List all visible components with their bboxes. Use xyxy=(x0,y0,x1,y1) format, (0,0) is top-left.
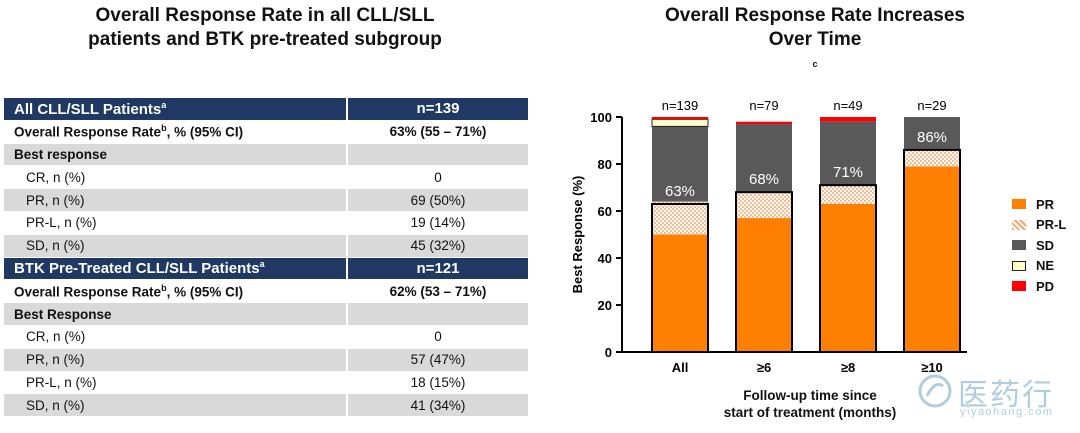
bar-segment-ne xyxy=(651,118,709,127)
legend-swatch xyxy=(1012,240,1026,251)
legend-item-prl: PR-L xyxy=(1012,215,1066,236)
bar-segment-sd xyxy=(904,117,960,150)
y-tick-label: 100 xyxy=(590,110,612,125)
table-row: Best Response xyxy=(4,302,528,326)
orr-outline xyxy=(651,202,709,353)
table-row: SD, n (%) 45 (32%) xyxy=(4,234,528,258)
orr-label: 71% xyxy=(833,164,863,181)
bar-segment-pr xyxy=(904,166,960,352)
orr-label: 63% xyxy=(665,183,695,200)
table-row: CR, n (%) 0 xyxy=(4,165,528,190)
chart-title: Overall Response Rate Increases Over Tim… xyxy=(665,5,965,69)
watermark-cn: 医药行 xyxy=(958,378,1054,413)
legend-swatch xyxy=(1012,281,1026,292)
y-tick-label: 40 xyxy=(598,251,612,266)
legend-item-sd: SD xyxy=(1012,235,1066,256)
table-row: PR-L, n (%) 19 (14%) xyxy=(4,211,528,235)
bar-segment-pd xyxy=(652,117,708,120)
table-row: Overall Response Rateb, % (95% CI) 62% (… xyxy=(4,279,528,304)
x-axis-title: Follow-up time since start of treatment … xyxy=(723,388,897,420)
legend-swatch xyxy=(1012,219,1026,230)
response-table: All CLL/SLL Patientsa n=139 Overall Resp… xyxy=(4,98,528,418)
table-row: PR-L, n (%) 18 (15%) xyxy=(4,371,528,395)
bar-segment-pd xyxy=(736,121,792,125)
table-row: Overall Response Rateb, % (95% CI) 63% (… xyxy=(4,120,528,144)
bar-segment-pr xyxy=(736,218,792,352)
n-label: n=49 xyxy=(833,98,862,113)
legend-swatch xyxy=(1012,260,1026,271)
table-section-header: BTK Pre-Treated CLL/SLL Patientsa n=121 xyxy=(4,257,528,281)
bar-segment-pr xyxy=(652,234,708,352)
bar-segment-pd xyxy=(820,117,876,122)
x-tick-label: ≥6 xyxy=(757,360,771,375)
bar-segment-pr-l xyxy=(652,201,708,235)
y-tick-label: 80 xyxy=(598,157,612,172)
n-label: n=139 xyxy=(662,98,699,113)
bar-segment-pr-l xyxy=(736,192,792,219)
orr-outline xyxy=(735,191,793,353)
watermark: 医药行 yiyaohang.com xyxy=(918,372,1078,422)
orr-label: 86% xyxy=(917,129,947,146)
bar-segment-sd xyxy=(820,121,876,186)
n-label: n=29 xyxy=(917,98,946,113)
bar-segment-pr-l xyxy=(904,149,960,167)
legend-item-ne: NE xyxy=(1012,256,1066,277)
x-tick-label: All xyxy=(672,360,689,375)
y-tick-label: 20 xyxy=(598,298,612,313)
table-row: PR, n (%) 57 (47%) xyxy=(4,348,528,372)
stacked-bar-chart: 0 20 40 60 80 100 Best Response (%) 63% n=139 All… xyxy=(570,98,967,375)
y-tick-label: 60 xyxy=(598,204,612,219)
bar-segment-pr-l xyxy=(820,185,876,204)
y-axis-label: Best Response (%) xyxy=(570,176,585,294)
table-section-header: All CLL/SLL Patientsa n=139 xyxy=(4,98,528,121)
y-tick-label: 0 xyxy=(605,345,612,360)
x-tick-label: ≥10 xyxy=(921,360,943,375)
table-row: CR, n (%) 0 xyxy=(4,325,528,349)
n-label: n=79 xyxy=(749,98,778,113)
chart-legend: PR PR-L SD NE PD xyxy=(1012,194,1066,297)
orr-outline xyxy=(819,184,877,354)
legend-item-pd: PD xyxy=(1012,276,1066,297)
orr-outline xyxy=(903,148,961,354)
x-tick-label: ≥8 xyxy=(841,360,855,375)
watermark-logo-icon xyxy=(918,374,952,408)
left-panel-title: Overall Response Rate in all CLL/SLL pat… xyxy=(88,5,442,50)
bar-segment-sd xyxy=(736,124,792,193)
bar-segment-sd xyxy=(652,126,708,202)
bar-segment-pr xyxy=(820,203,876,352)
table-row: PR, n (%) 69 (50%) xyxy=(4,188,528,212)
table-row: Best response xyxy=(4,143,528,167)
legend-item-pr: PR xyxy=(1012,194,1066,215)
table-row: SD, n (%) 41 (34%) xyxy=(4,393,528,418)
watermark-en: yiyaohang.com xyxy=(960,406,1054,418)
orr-label: 68% xyxy=(749,171,779,188)
legend-swatch xyxy=(1012,199,1026,210)
